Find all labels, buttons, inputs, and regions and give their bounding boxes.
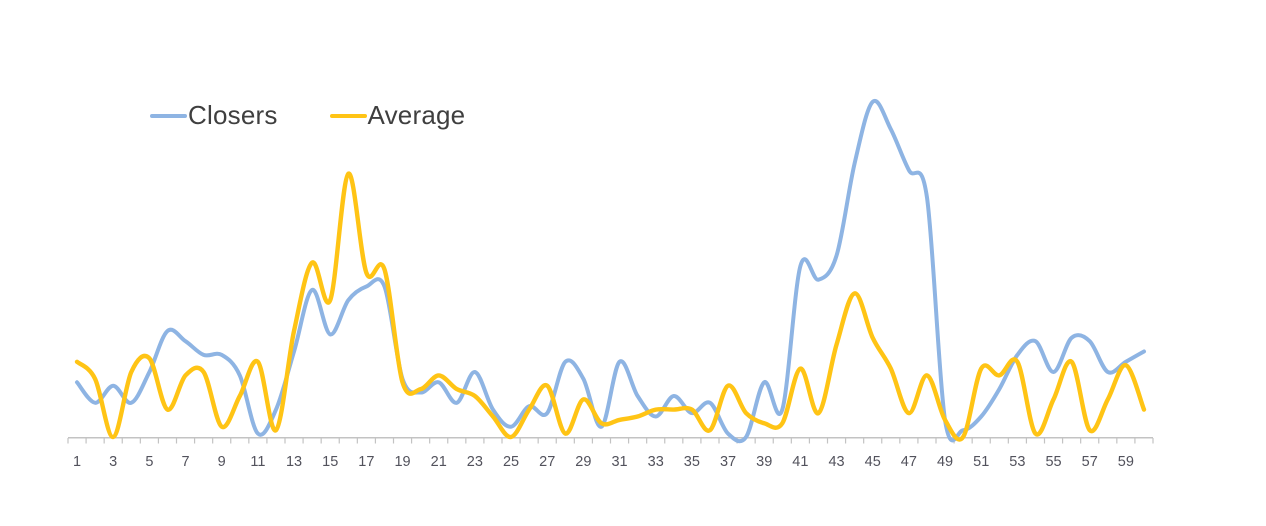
average-line-swatch-icon xyxy=(329,113,367,118)
x-axis-tick-label: 51 xyxy=(973,454,989,470)
x-axis-tick-label: 17 xyxy=(358,454,374,470)
closers-line-swatch-icon xyxy=(150,113,187,118)
legend-label-closers: Closers xyxy=(188,100,278,130)
x-axis-tick-label: 39 xyxy=(756,454,772,470)
x-axis-tick-label: 37 xyxy=(720,454,736,470)
x-axis-tick-label: 29 xyxy=(575,454,591,470)
x-axis-tick-label: 35 xyxy=(684,454,700,470)
x-axis-tick-label: 1 xyxy=(73,454,81,470)
x-axis-tick-label: 7 xyxy=(182,454,190,470)
x-axis-tick-label: 47 xyxy=(901,454,917,470)
x-axis-tick-label: 25 xyxy=(503,454,519,470)
legend-item-average: Average xyxy=(329,100,466,131)
x-axis-tick-label: 53 xyxy=(1009,454,1025,470)
x-axis-tick-label: 9 xyxy=(218,454,226,470)
x-axis-tick-label: 19 xyxy=(394,454,410,470)
legend-item-closers: Closers xyxy=(150,100,278,131)
x-axis-tick-label: 43 xyxy=(828,454,844,470)
x-axis-tick-label: 55 xyxy=(1045,454,1061,470)
chart-legend: Closers Average xyxy=(150,100,465,131)
x-axis-tick-label: 23 xyxy=(467,454,483,470)
x-axis-tick-label: 45 xyxy=(865,454,881,470)
x-axis-tick-label: 33 xyxy=(648,454,664,470)
x-axis-tick-label: 21 xyxy=(431,454,447,470)
x-axis-tick-label: 27 xyxy=(539,454,555,470)
x-axis-tick-label: 3 xyxy=(109,454,117,470)
series-line-average xyxy=(74,171,1147,442)
x-axis-tick-label: 49 xyxy=(937,454,953,470)
x-axis-tick-label: 13 xyxy=(286,454,302,470)
x-axis-tick-label: 41 xyxy=(792,454,808,470)
x-axis-tick-label: 31 xyxy=(611,454,627,470)
x-axis-tick-label: 11 xyxy=(250,454,265,470)
series-line-closers xyxy=(75,98,1146,444)
x-axis-tick-label: 5 xyxy=(145,454,153,470)
x-axis-tick-label: 15 xyxy=(322,454,338,470)
legend-label-average: Average xyxy=(367,100,466,130)
x-axis-tick-label: 57 xyxy=(1082,454,1098,470)
x-axis-tick-label: 59 xyxy=(1118,454,1134,470)
